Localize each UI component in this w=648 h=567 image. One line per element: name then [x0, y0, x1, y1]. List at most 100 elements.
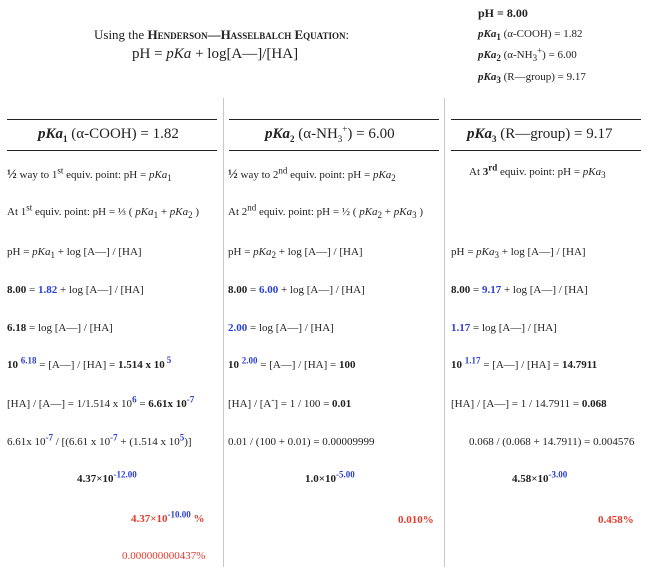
- col1-pow-res: 1.514 x 10: [117, 359, 165, 371]
- col2-inverse: [HA] / [A-] = 1 / 100 = 0.01: [228, 395, 352, 410]
- col1-substitution: 8.00 = 1.82 + log [A—] / [HA]: [7, 284, 144, 296]
- col2-at-end: ): [416, 206, 424, 218]
- col2-pow-res: 100: [338, 359, 356, 371]
- col1-sub-eq: =: [26, 284, 38, 296]
- col3-pow-res: 14.7911: [561, 359, 598, 371]
- col2-at-sub1: 2: [377, 210, 383, 221]
- col3-at-sup: rd: [488, 162, 498, 173]
- col2-sub-pka: 6.00: [258, 284, 279, 296]
- col2-title-rest-b: ) = 6.00: [347, 126, 395, 142]
- col3-power: 10 1.17 = [A—] / [HA] = 14.7911: [451, 356, 598, 371]
- col1-half-sup: st: [57, 165, 64, 176]
- col1-title-pka: pKa: [38, 126, 64, 142]
- col1-inverse: [HA] / [A—] = 1/1.514 x 106 = 6.61x 10-7: [7, 395, 194, 410]
- col1-frac-c: + (1.514 x 10: [117, 436, 180, 448]
- col1-equation: pH = pKa1 + log [A—] / [HA]: [7, 246, 142, 260]
- col3-title: pKa3 (R—group) = 9.17: [467, 126, 613, 144]
- col3-pow-base: 10: [451, 359, 465, 371]
- given-pka1-group: (α-COOH) = 1.82: [500, 28, 583, 40]
- col3-eq-ph: pH =: [451, 246, 477, 258]
- col2-res-base: 1.0×10: [305, 473, 337, 485]
- col1-pow-res-exp: 5: [166, 355, 172, 366]
- col1-at-plus: +: [158, 206, 170, 218]
- col1-eq-pka: pKa: [32, 246, 51, 258]
- col2-at-equiv: At 2nd equiv. point: pH = ½ ( pKa2 + pKa…: [228, 203, 424, 221]
- col2-sub-eq: =: [247, 284, 259, 296]
- col2-at-pka1: pKa: [359, 206, 378, 218]
- col2-substitution: 8.00 = 6.00 + log [A—] / [HA]: [228, 284, 365, 296]
- col1-frac-b: / [(6.61 x 10: [53, 436, 111, 448]
- col3-title-rest: (R—group) = 9.17: [496, 126, 613, 142]
- col2-half-text: way to 2: [237, 169, 279, 181]
- col2-eq-ph: pH =: [228, 246, 254, 258]
- col3-eq-pka: pKa: [476, 246, 495, 258]
- col1-title: pKa1 (α-COOH) = 1.82: [38, 126, 179, 144]
- col3-sub-ph: 8.00: [451, 284, 471, 296]
- col3-fraction: 0.068 / (0.068 + 14.7911) = 0.004576: [469, 436, 635, 448]
- col2-eq-sub: 2: [271, 250, 277, 261]
- col1-sub-ph: 8.00: [7, 284, 27, 296]
- given-pka2-label: pKa: [478, 49, 497, 61]
- col3-diff-rest: = log [A—] / [HA]: [470, 322, 557, 334]
- given-pka2-sub: 2: [496, 53, 501, 64]
- col1-res-base: 4.37×10: [77, 473, 114, 485]
- col3-at-equiv: At 3rd equiv. point: pH = pKa3: [469, 163, 606, 181]
- col2-at-sub2: 3: [412, 210, 417, 221]
- col2-eq-rest: + log [A—] / [HA]: [276, 246, 363, 258]
- col2-result: 1.0×10-5.00: [305, 470, 355, 485]
- given-pka3-group: (R—group) = 9.17: [500, 71, 586, 83]
- col1-diff-rest: = log [A—] / [HA]: [26, 322, 113, 334]
- col1-frac-d: )]: [184, 436, 192, 448]
- col2-at-plus: +: [382, 206, 394, 218]
- formula-pka: pKa: [166, 46, 192, 62]
- col1-at-sub2: 2: [188, 210, 193, 221]
- col3-substitution: 8.00 = 9.17 + log [A—] / [HA]: [451, 284, 588, 296]
- col2-inv-sup: -: [271, 394, 275, 405]
- col1-half-pka: pKa: [148, 169, 168, 181]
- col3-result: 4.58×10-3.00: [512, 470, 567, 485]
- col2-half-text2: equiv. point: pH =: [287, 169, 373, 181]
- col3-eq-sub: 3: [494, 250, 500, 261]
- col3-equation: pH = pKa3 + log [A—] / [HA]: [451, 246, 586, 261]
- col2-percent: 0.010%: [398, 514, 434, 526]
- col3-title-sub: 3: [492, 134, 497, 144]
- col1-power: 10 6.18 = [A—] / [HA] = 1.514 x 10 5: [7, 356, 171, 371]
- given-pka2: pKa2 (α-NH3+) = 6.00: [478, 46, 577, 64]
- col3-title-pka: pKa: [467, 126, 493, 142]
- col1-frac-exp2: -7: [110, 432, 118, 443]
- given-pka3-label: pKa: [478, 71, 497, 83]
- col1-pow-exp: 6.18: [20, 355, 37, 366]
- given-pka1: pKa1 (α-COOH) = 1.82: [478, 28, 583, 42]
- col1-diff-val: 6.18: [7, 322, 27, 334]
- formula-rest: + log[A—]/[HA]: [191, 46, 299, 62]
- given-pka2-group-post: ) = 6.00: [542, 49, 577, 61]
- col1-inv-res-exp: -7: [186, 394, 195, 405]
- given-pka2-group-pre: (α-NH: [500, 49, 533, 61]
- col1-half-equiv: ½ way to 1st equiv. point: pH = pKa1: [7, 165, 172, 184]
- col1-frac-exp3: 5: [179, 432, 185, 443]
- col2-inv-res: 0.01: [332, 398, 352, 410]
- col3-sub-eq: =: [470, 284, 482, 296]
- col1-title-rest: (α-COOH) = 1.82: [67, 126, 179, 142]
- col3-rule-bottom: [451, 150, 641, 151]
- col1-pow-mid: = [A—] / [HA] =: [36, 359, 118, 371]
- col2-diff-rest: = log [A—] / [HA]: [247, 322, 334, 334]
- col3-inv-text: [HA] / [A—] = 1 / 14.7911 =: [451, 398, 582, 410]
- col3-inverse: [HA] / [A—] = 1 / 14.7911 = 0.068: [451, 398, 607, 410]
- using-prefix: Using the: [94, 27, 148, 42]
- col3-at-sub: 3: [601, 170, 606, 181]
- col1-difference: 6.18 = log [A—] / [HA]: [7, 322, 113, 334]
- col3-diff-val: 1.17: [451, 322, 471, 334]
- col1-frac-exp1: -7: [45, 432, 54, 443]
- col1-half-sub: 1: [167, 173, 172, 184]
- col2-title-rest-sup: +: [342, 124, 348, 134]
- col1-pct-unit: %: [190, 513, 205, 525]
- col3-difference: 1.17 = log [A—] / [HA]: [451, 322, 557, 334]
- col1-at-text: At 1: [7, 206, 27, 218]
- col2-half-equiv: ½ way to 2nd equiv. point: pH = pKa2: [228, 166, 396, 183]
- col3-percent: 0.458%: [598, 514, 634, 526]
- header-using-line: Using the Henderson—Hasselbalch Equation…: [94, 27, 349, 43]
- col1-at-equiv: At 1st equiv. point: pH = ⅓ ( pKa1 + pKa…: [7, 203, 199, 221]
- col3-at-text2: equiv. point: pH =: [497, 166, 583, 178]
- col1-pct-base: 4.37×10: [131, 513, 168, 525]
